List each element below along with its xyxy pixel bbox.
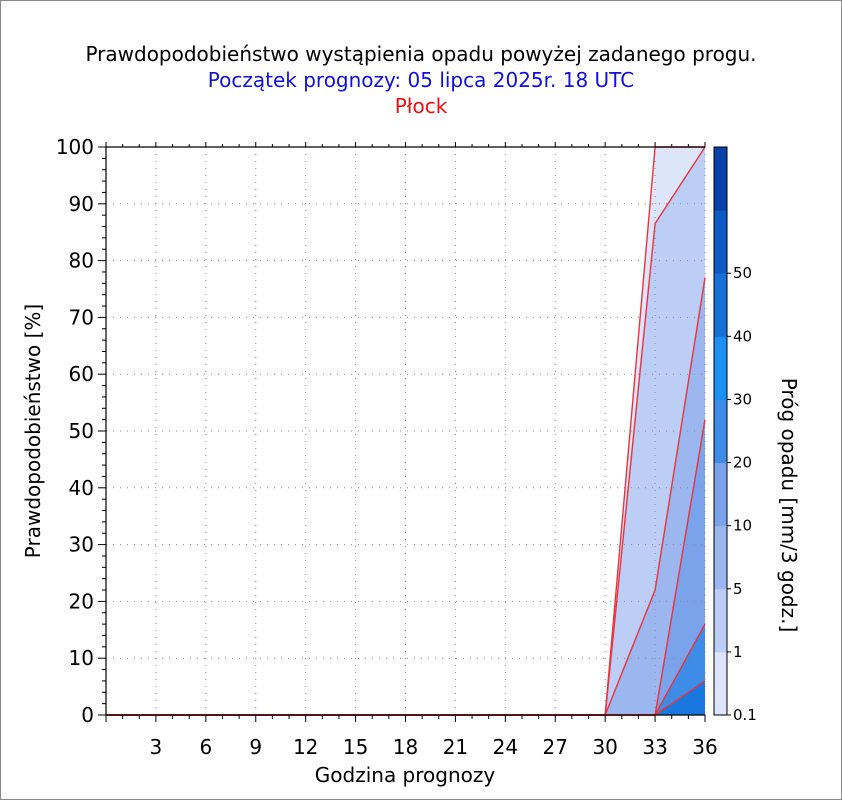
colorbar-tick-label: 0.1 — [733, 706, 757, 724]
colorbar-band — [714, 336, 727, 400]
x-tick-label: 30 — [592, 735, 617, 759]
y-tick-label: 60 — [69, 362, 94, 386]
y-axis-label: Prawdopodobieństwo [%] — [21, 304, 45, 558]
x-tick-label: 24 — [493, 735, 518, 759]
colorbar-tick-label: 20 — [733, 454, 752, 472]
y-tick-label: 30 — [69, 533, 94, 557]
colorbar-tick-label: 40 — [733, 327, 752, 345]
x-tick-label: 3 — [150, 735, 163, 759]
y-tick-label: 100 — [56, 135, 94, 159]
colorbar-band — [714, 399, 727, 464]
y-tick-label: 80 — [69, 249, 94, 273]
x-tick-label: 9 — [249, 735, 262, 759]
colorbar-band — [714, 651, 727, 716]
colorbar-band — [714, 147, 727, 211]
x-tick-label: 36 — [692, 735, 717, 759]
colorbar-tick-label: 30 — [733, 390, 752, 408]
colorbar-tick-label: 1 — [733, 643, 743, 661]
x-tick-label: 6 — [199, 735, 212, 759]
x-tick-label: 21 — [443, 735, 468, 759]
colorbar-band — [714, 210, 727, 274]
y-tick-label: 40 — [69, 476, 94, 500]
colorbar-band — [714, 525, 727, 590]
colorbar-band — [714, 273, 727, 337]
y-tick-label: 20 — [69, 589, 94, 613]
area-layers — [106, 147, 705, 715]
colorbar-tick-label: 50 — [733, 264, 752, 282]
colorbar-border — [713, 146, 728, 716]
chart-subtitle: Początek prognozy: 05 lipca 2025r. 18 UT… — [207, 68, 635, 92]
area-threshold-1 — [106, 147, 705, 715]
colorbar-tick-label: 5 — [733, 580, 743, 598]
chart-title: Prawdopodobieństwo wystąpienia opadu pow… — [85, 42, 757, 66]
axes: 3 6 9 12 15 18 21 24 27 30 33 360102030405060708090… — [56, 135, 718, 759]
x-tick-label: 12 — [293, 735, 318, 759]
area-threshold-5 — [106, 277, 705, 715]
y-tick-label: 50 — [69, 419, 94, 443]
x-axis-label: Godzina prognozy — [315, 763, 496, 787]
x-tick-label: 33 — [642, 735, 667, 759]
colorbar-label: Próg opadu [mm/3 godz.] — [777, 378, 801, 633]
x-tick-label: 27 — [543, 735, 568, 759]
x-tick-label: 18 — [393, 735, 418, 759]
location-label: Płock — [394, 94, 448, 118]
y-tick-label: 0 — [81, 703, 94, 727]
colorbar-band — [714, 462, 727, 527]
x-tick-label: 15 — [343, 735, 368, 759]
y-tick-label: 10 — [69, 646, 94, 670]
colorbar-tick-label: 10 — [733, 517, 752, 535]
y-tick-label: 90 — [69, 192, 94, 216]
y-tick-label: 70 — [69, 305, 94, 329]
colorbar: 0.1 1 5 10 20 30 40 50 — [713, 146, 757, 724]
colorbar-band — [714, 588, 727, 653]
